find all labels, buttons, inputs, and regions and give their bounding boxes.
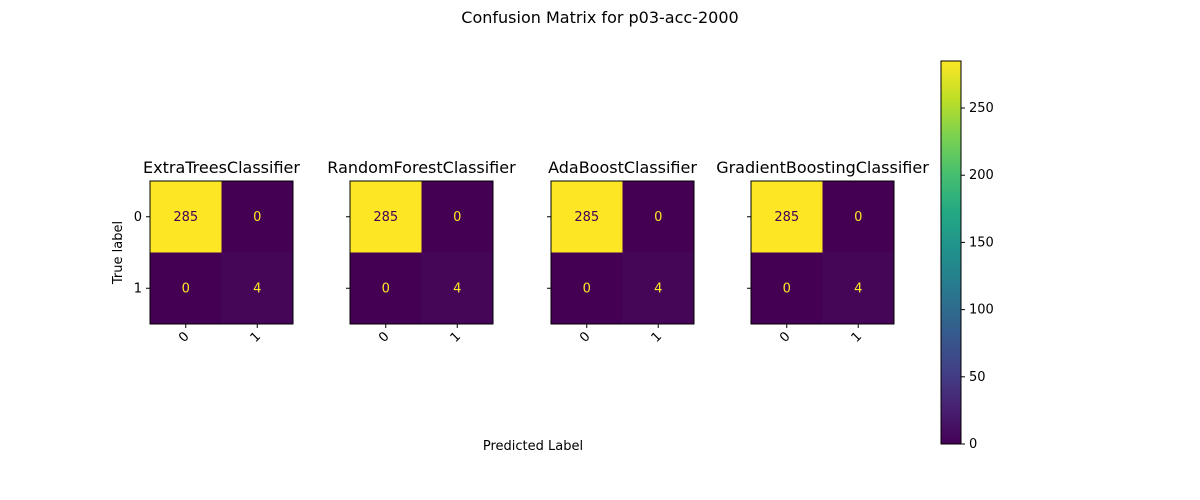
matrix-cell <box>150 181 222 253</box>
x-tick-label: 0 <box>777 329 793 345</box>
matrix-cell <box>751 252 823 324</box>
matrix-cell <box>221 252 293 324</box>
cell-value-label: 4 <box>453 281 461 296</box>
x-tick-label: 1 <box>248 329 264 345</box>
cell-value-label: 285 <box>373 210 398 225</box>
cell-value-label: 0 <box>253 210 261 225</box>
colorbar-tick-label: 50 <box>969 370 986 385</box>
panel-1: RandomForestClassifier 285 0 0 4 0 1 <box>327 158 516 346</box>
y-tick-label: 0 <box>134 210 142 225</box>
x-tick-label: 1 <box>649 329 665 345</box>
panels-group: ExtraTreesClassifier 285 0 0 4 0 1 0 1 True label… <box>111 158 929 346</box>
matrix-cell <box>350 181 422 253</box>
colorbar-tick-label: 200 <box>969 168 994 183</box>
y-tick-label: 1 <box>134 281 142 296</box>
matrix-cell <box>551 181 623 253</box>
colorbar-tick-label: 0 <box>969 437 977 452</box>
matrix-cell <box>822 181 894 253</box>
panel-frame <box>349 180 494 325</box>
x-tick-label: 0 <box>176 329 192 345</box>
cell-value-label: 285 <box>173 210 198 225</box>
panel-title: ExtraTreesClassifier <box>143 158 300 177</box>
x-axis-label: Predicted Label <box>483 439 583 454</box>
x-tick-label: 1 <box>849 329 865 345</box>
cell-value-label: 0 <box>382 281 390 296</box>
cell-value-label: 0 <box>182 281 190 296</box>
colorbar: 0 50 100 150 200 250 <box>940 60 994 452</box>
matrix-cell <box>421 181 493 253</box>
matrix-cell <box>350 252 422 324</box>
matrix-cell <box>551 252 623 324</box>
panel-frame <box>750 180 895 325</box>
x-tick-label: 0 <box>376 329 392 345</box>
cell-value-label: 0 <box>453 210 461 225</box>
matrix-cell <box>751 181 823 253</box>
panel-2: AdaBoostClassifier 285 0 0 4 0 1 <box>547 158 697 346</box>
panel-title: AdaBoostClassifier <box>548 158 697 177</box>
colorbar-tick-label: 150 <box>969 235 994 250</box>
colorbar-rect <box>940 60 962 445</box>
matrix-cell <box>421 252 493 324</box>
x-tick-label: 0 <box>577 329 593 345</box>
matrix-cell <box>150 252 222 324</box>
cell-value-label: 0 <box>654 210 662 225</box>
cell-value-label: 285 <box>774 210 799 225</box>
panel-title: RandomForestClassifier <box>327 158 516 177</box>
panel-3: GradientBoostingClassifier 285 0 0 4 0 1 <box>716 158 929 346</box>
matrix-cell <box>622 181 694 253</box>
y-axis-label: True label <box>111 221 126 285</box>
cell-value-label: 0 <box>583 281 591 296</box>
x-tick-label: 1 <box>448 329 464 345</box>
matrix-cell <box>221 181 293 253</box>
chart-title: Confusion Matrix for p03-acc-2000 <box>461 8 738 27</box>
cell-value-label: 4 <box>854 281 862 296</box>
panel-frame <box>550 180 695 325</box>
matrix-cell <box>822 252 894 324</box>
colorbar-tick-label: 100 <box>969 303 994 318</box>
matrix-cell <box>622 252 694 324</box>
cell-value-label: 4 <box>253 281 261 296</box>
cell-value-label: 0 <box>783 281 791 296</box>
cell-value-label: 0 <box>854 210 862 225</box>
cell-value-label: 4 <box>654 281 662 296</box>
panel-title: GradientBoostingClassifier <box>716 158 929 177</box>
panel-frame <box>149 180 294 325</box>
colorbar-tick-label: 250 <box>969 101 994 116</box>
cell-value-label: 285 <box>574 210 599 225</box>
panel-0: ExtraTreesClassifier 285 0 0 4 0 1 0 1 True label <box>111 158 300 346</box>
